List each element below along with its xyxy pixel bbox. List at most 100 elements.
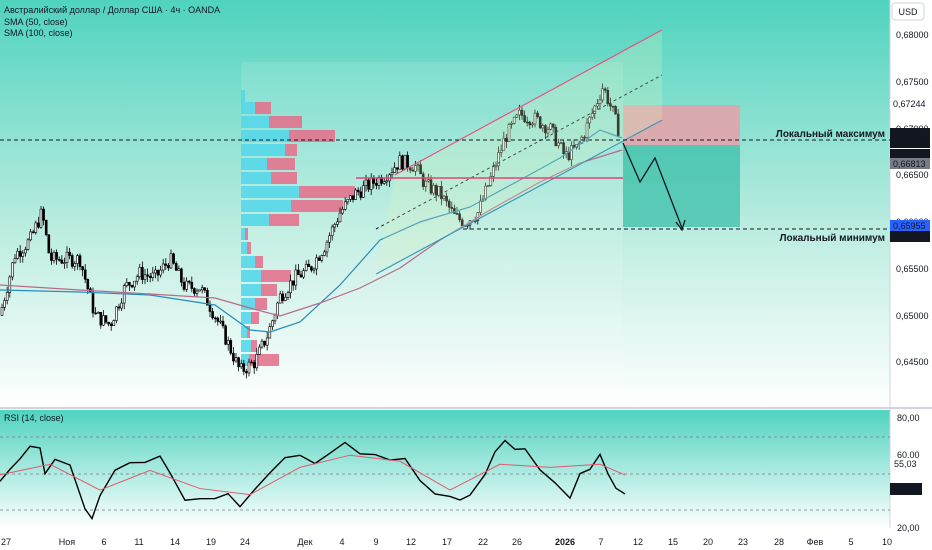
candle-up xyxy=(185,280,188,290)
candle-up xyxy=(195,290,199,294)
candle-up xyxy=(76,255,79,264)
candle-up xyxy=(338,212,342,223)
candle-up xyxy=(120,302,123,309)
candle-up xyxy=(255,354,259,369)
rsi-label-bg xyxy=(890,483,922,495)
volume-bar-down xyxy=(251,312,259,324)
volume-bar-up xyxy=(241,172,271,184)
candle-down xyxy=(221,320,225,327)
time-tick-label: 27 xyxy=(1,537,11,547)
volume-bar-down xyxy=(267,158,295,170)
candle-up xyxy=(247,361,251,374)
candle-down xyxy=(317,257,321,261)
volume-bar-up xyxy=(241,130,289,142)
currency-button-label[interactable]: USD xyxy=(898,7,918,17)
candle-up xyxy=(341,209,344,214)
candle-down xyxy=(245,371,248,374)
candle-down xyxy=(408,167,412,171)
candle-up xyxy=(239,363,243,368)
candle-down xyxy=(208,304,212,312)
candle-down xyxy=(182,281,186,290)
volume-bar-down xyxy=(255,256,263,268)
time-tick-label: 7 xyxy=(598,537,603,547)
candle-down xyxy=(263,340,266,346)
candle-down xyxy=(60,259,64,264)
volume-bar-down xyxy=(269,116,302,128)
candle-down xyxy=(94,312,97,315)
time-tick-label: 28 xyxy=(774,537,784,547)
volume-bar-up xyxy=(241,256,255,268)
price-tick-label: 0,68000 xyxy=(896,30,929,40)
candle-up xyxy=(161,263,165,271)
candle-down xyxy=(458,213,461,221)
candle-up xyxy=(260,340,264,348)
candle-up xyxy=(133,280,136,288)
candle-up xyxy=(559,142,563,144)
candle-up xyxy=(102,315,105,326)
indicator-sma-100: SMA (100, close) xyxy=(4,28,73,38)
candle-up xyxy=(169,253,173,269)
candle-down xyxy=(406,154,409,168)
candle-down xyxy=(252,362,256,369)
candle-down xyxy=(523,115,526,123)
candle-up xyxy=(362,185,365,198)
rsi-pane-bg xyxy=(0,410,890,528)
candle-up xyxy=(234,357,238,362)
candle-up xyxy=(343,201,347,210)
candle-down xyxy=(57,258,61,261)
candle-down xyxy=(229,340,233,354)
candle-up xyxy=(557,142,560,147)
time-tick-label: 9 xyxy=(373,537,378,547)
candle-up xyxy=(112,320,116,326)
candle-up xyxy=(125,282,129,286)
candle-down xyxy=(174,263,178,271)
candle-down xyxy=(536,112,539,118)
candle-down xyxy=(37,222,40,228)
candle-down xyxy=(130,284,134,288)
candle-up xyxy=(177,268,181,271)
candle-down xyxy=(375,183,378,186)
candle-up xyxy=(507,124,511,142)
candle-down xyxy=(606,89,610,105)
candle-down xyxy=(47,234,51,254)
candle-up xyxy=(219,320,222,323)
price-label-bg xyxy=(890,220,930,231)
price-label-bg xyxy=(890,98,930,109)
time-tick-label: 4 xyxy=(339,537,344,547)
price-label: 0,65935 xyxy=(893,232,926,242)
candle-down xyxy=(50,252,53,261)
candle-down xyxy=(609,103,612,107)
candle-up xyxy=(570,145,573,161)
chart-texts: Австралийский доллар / Доллар США · 4ч ·… xyxy=(4,2,925,423)
candle-down xyxy=(447,200,451,208)
candle-down xyxy=(421,173,425,187)
candle-down xyxy=(18,250,22,257)
rsi-tick-label: 80,00 xyxy=(897,413,920,423)
volume-profile xyxy=(241,62,623,386)
candle-down xyxy=(164,263,168,266)
candle-up xyxy=(115,306,118,321)
candle-down xyxy=(242,363,246,372)
candle-up xyxy=(52,252,56,261)
volume-bar-down xyxy=(255,102,271,114)
time-tick-label: 10 xyxy=(882,537,892,547)
candle-up xyxy=(499,149,503,153)
candle-up xyxy=(0,307,4,316)
candle-down xyxy=(78,255,82,267)
candle-down xyxy=(538,116,542,129)
price-label-bg xyxy=(890,149,930,160)
price-label-bg xyxy=(890,231,930,242)
candle-up xyxy=(325,241,329,253)
candle-up xyxy=(427,179,430,182)
volume-bar-up xyxy=(241,90,245,102)
candle-up xyxy=(432,185,435,194)
candle-down xyxy=(351,195,355,200)
time-tick-label: 5 xyxy=(848,537,853,547)
candle-up xyxy=(598,99,602,104)
candle-down xyxy=(297,269,300,276)
currency-button[interactable] xyxy=(891,2,925,21)
candle-down xyxy=(551,123,555,128)
time-tick-label: 14 xyxy=(170,537,180,547)
candle-up xyxy=(198,289,201,292)
